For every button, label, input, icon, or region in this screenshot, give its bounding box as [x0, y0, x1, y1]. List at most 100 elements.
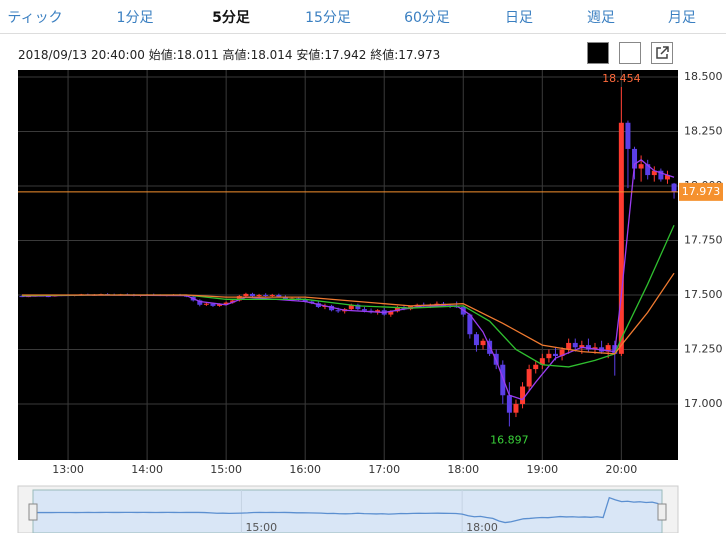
tab[interactable]: 月足	[668, 10, 696, 26]
candle-body	[434, 303, 440, 305]
moving-average	[21, 159, 675, 401]
candle-body	[335, 310, 341, 312]
candle-body	[414, 304, 420, 307]
candle-body	[526, 369, 532, 387]
navigator-background	[17, 485, 679, 533]
candle-body	[72, 294, 78, 296]
x-tick-label: 13:00	[52, 463, 84, 476]
tab[interactable]: 週足	[587, 10, 615, 26]
tab[interactable]: 60分足	[404, 10, 450, 26]
candle-body	[408, 306, 414, 310]
candle-body	[493, 353, 499, 365]
navigator-tick-label: 15:00	[245, 521, 277, 533]
last-price-label: 17.973	[682, 185, 721, 198]
candle-body	[342, 309, 348, 312]
candle-body	[164, 294, 170, 296]
extreme-label: 16.897	[490, 433, 529, 446]
candle-body	[645, 164, 651, 176]
candle-body	[289, 298, 295, 300]
candle-body	[401, 306, 407, 310]
candle-body	[625, 122, 631, 149]
candle-body	[348, 304, 354, 310]
candle-body	[276, 294, 282, 297]
x-tick-label: 18:00	[447, 463, 479, 476]
black-theme-button[interactable]	[587, 42, 609, 64]
moving-average	[21, 224, 675, 368]
candle-body	[315, 303, 321, 307]
candle-body	[612, 345, 618, 354]
y-tick-label: 17.500	[684, 288, 723, 301]
candle-body	[572, 342, 578, 348]
tab[interactable]: ティック	[7, 10, 63, 26]
x-tick-label: 15:00	[210, 463, 242, 476]
candle-body	[480, 340, 486, 346]
candle-body	[520, 386, 526, 404]
tab[interactable]: 15分足	[305, 10, 351, 26]
tab[interactable]: 5分足	[212, 10, 250, 26]
candle-body	[381, 310, 387, 315]
candle-body	[32, 295, 38, 297]
candle-body	[447, 305, 453, 307]
x-tick-label: 19:00	[526, 463, 558, 476]
candle-body	[421, 304, 427, 306]
candle-body	[19, 296, 25, 298]
candle-body	[236, 296, 242, 301]
candle-body	[592, 347, 598, 350]
candle-body	[91, 294, 97, 296]
candle-body	[579, 345, 585, 348]
tab[interactable]: 1分足	[116, 10, 154, 26]
y-tick-label: 18.500	[684, 70, 723, 83]
timeframe-tabs: ティック 1分足 5分足 15分足 60分足 日足 週足 月足	[0, 0, 726, 34]
ohlc-info: 2018/09/13 20:40:00 始値:18.011 高値:18.014 …	[18, 48, 441, 62]
candle-body	[329, 305, 335, 311]
candle-body	[210, 303, 216, 306]
candle-body	[39, 295, 45, 297]
candle-body	[223, 302, 229, 305]
candle-body	[322, 305, 328, 307]
tab[interactable]: 日足	[505, 10, 533, 26]
candle-body	[355, 304, 361, 310]
popout-button[interactable]	[651, 42, 673, 64]
candle-body	[605, 345, 611, 352]
candle-body	[45, 296, 51, 298]
candle-body	[533, 364, 539, 370]
candle-body	[664, 175, 670, 180]
candle-body	[546, 353, 552, 359]
candle-body	[26, 296, 32, 298]
navigator-line	[33, 496, 659, 524]
candle-body	[467, 314, 473, 335]
candle-body	[269, 294, 275, 296]
candle-body	[651, 170, 657, 176]
navigator-handle[interactable]	[28, 503, 38, 521]
navigator-handle[interactable]	[657, 503, 667, 521]
y-tick-label: 18.250	[684, 124, 723, 137]
candle-body	[65, 294, 71, 296]
navigator-tick-label: 18:00	[466, 521, 498, 533]
white-theme-button[interactable]	[619, 42, 641, 64]
candle-body	[105, 294, 111, 296]
candle-body	[302, 299, 308, 302]
candle-body	[460, 306, 466, 315]
candle-body	[585, 345, 591, 350]
candle-body	[184, 295, 190, 297]
y-tick-label: 17.250	[684, 342, 723, 355]
candle-body	[632, 148, 638, 169]
candle-body	[131, 294, 137, 296]
candle-body	[78, 294, 84, 296]
candle-body	[138, 294, 144, 296]
x-tick-label: 14:00	[131, 463, 163, 476]
candle-body	[118, 294, 124, 296]
candle-body	[230, 300, 236, 303]
candle-body	[638, 164, 644, 169]
candle-body	[559, 349, 565, 357]
candle-body	[599, 347, 605, 352]
moving-average	[21, 272, 675, 355]
x-tick-label: 17:00	[368, 463, 400, 476]
candle-body	[487, 340, 493, 354]
candle-body	[98, 294, 104, 296]
plot-background	[18, 70, 678, 460]
candle-body	[375, 310, 381, 313]
candle-body	[552, 353, 558, 357]
candle-body	[566, 342, 572, 350]
